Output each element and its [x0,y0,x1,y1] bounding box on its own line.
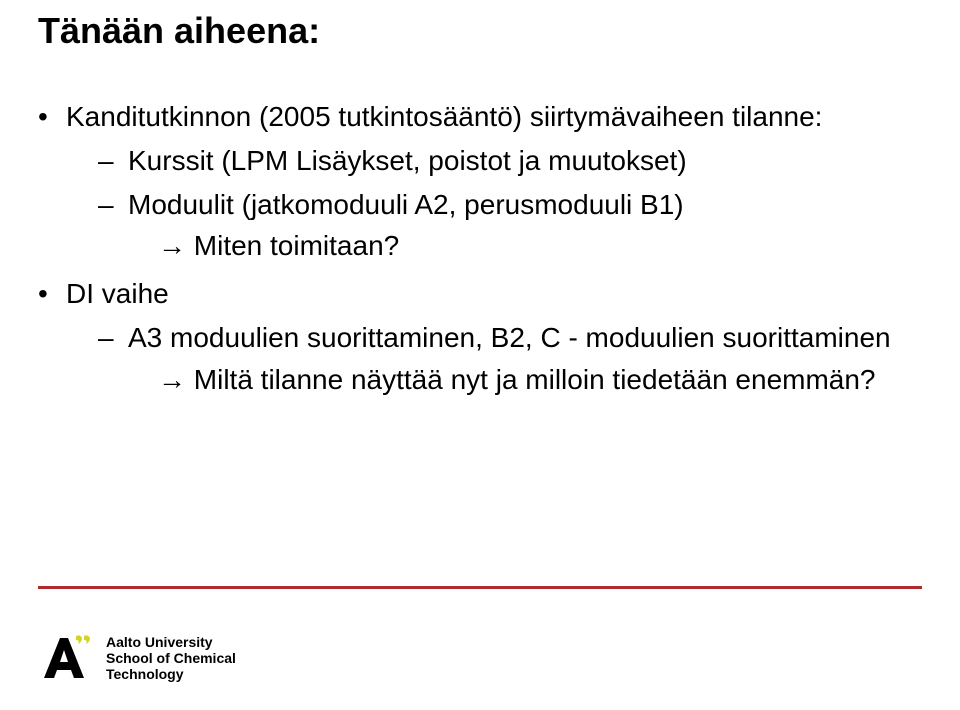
divider-line [38,586,922,589]
bullet-item-1: Kanditutkinnon (2005 tutkintosääntö) sii… [38,98,918,265]
arrow-line-1: → Miten toimitaan? [66,227,918,265]
slide: Tänään aiheena: Kanditutkinnon (2005 tut… [0,0,960,710]
sub-list-2: A3 moduulien suorittaminen, B2, C - modu… [66,319,918,399]
logo-text-block: Aalto University School of Chemical Tech… [106,634,236,682]
footer-logo: Aalto University School of Chemical Tech… [38,632,236,684]
slide-content: Kanditutkinnon (2005 tutkintosääntö) sii… [38,98,918,409]
logo-university-name: Aalto University [106,634,236,650]
bullet-item-2: DI vaihe A3 moduulien suorittaminen, B2,… [38,275,918,398]
arrow-text-2: → Miltä tilanne näyttää nyt ja milloin t… [158,364,876,395]
sub-item-1-2: Moduulit (jatkomoduuli A2, perusmoduuli … [66,186,918,224]
logo-school-name: School of Chemical [106,650,236,666]
sub-item-2-1: A3 moduulien suorittaminen, B2, C - modu… [66,319,918,357]
slide-title: Tänään aiheena: [38,10,320,52]
logo-tech-name: Technology [106,666,236,682]
bullet-list: Kanditutkinnon (2005 tutkintosääntö) sii… [38,98,918,399]
logo-quote-icon [76,635,90,644]
bullet-item-1-text: Kanditutkinnon (2005 tutkintosääntö) sii… [66,101,822,132]
sub-item-1-1: Kurssit (LPM Lisäykset, poistot ja muuto… [66,142,918,180]
arrow-text-1: → Miten toimitaan? [158,230,399,261]
bullet-item-2-text: DI vaihe [66,278,169,309]
arrow-line-2: → Miltä tilanne näyttää nyt ja milloin t… [66,361,918,399]
sub-list-1: Kurssit (LPM Lisäykset, poistot ja muuto… [66,142,918,265]
aalto-logo-icon [38,632,90,684]
